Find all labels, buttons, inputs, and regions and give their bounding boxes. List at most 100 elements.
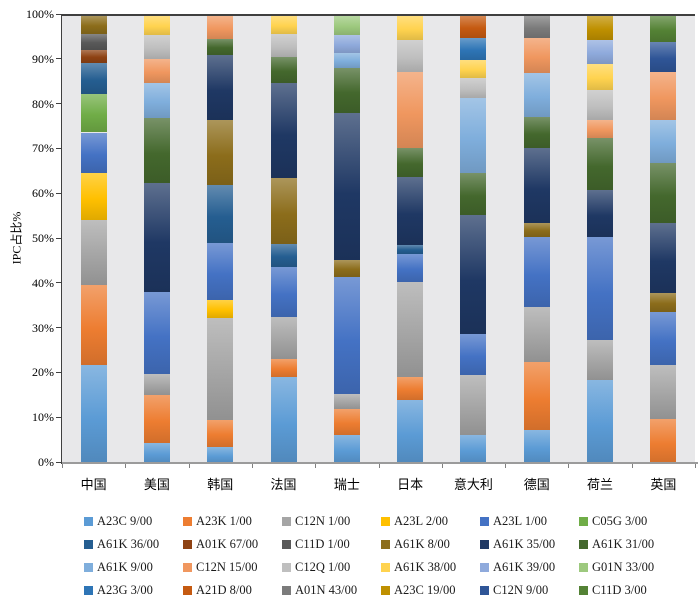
legend-swatch-icon: [183, 517, 192, 526]
segment-c12n-1-00-uk: [650, 365, 677, 419]
bar-switzerland: [333, 16, 360, 464]
segment-a23k-1-00-switzerland: [333, 408, 360, 436]
x-category-label-china: 中国: [80, 477, 107, 492]
y-tick: [56, 371, 61, 373]
legend-label: A61K 39/00: [493, 560, 556, 574]
segment-a23c-9-00-germany: [523, 430, 550, 464]
segment-a23k-1-00-uk: [650, 418, 677, 464]
legend-swatch-icon: [183, 540, 192, 549]
bar-korea: [207, 16, 234, 464]
segment-c12n-15-00-korea: [207, 16, 234, 40]
x-tick: [568, 464, 570, 468]
legend-item-a61k-8-00: A61K 8/00: [381, 538, 480, 551]
segment-a23l-1-00-china: [80, 132, 107, 173]
segment-a61k-31-00-italy: [460, 173, 487, 215]
legend-label: A23L 2/00: [394, 514, 449, 528]
segment-c05g-3-00-china: [80, 94, 107, 133]
segment-a61k-36-00-korea: [207, 184, 234, 244]
segment-a23l-1-00-france: [270, 266, 297, 318]
segment-a23c-9-00-france: [270, 377, 297, 464]
legend-item-a23g-3-00: A23G 3/00: [84, 584, 183, 597]
legend-item-c12n-9-00: C12N 9/00: [480, 584, 579, 597]
y-tick-label: 0%: [38, 455, 54, 469]
y-tick: [56, 282, 61, 284]
x-tick: [441, 464, 443, 468]
segment-c12n-1-00-japan: [397, 282, 424, 378]
legend-item-c05g-3-00: C05G 3/00: [579, 515, 678, 528]
x-category-label-japan: 日本: [397, 477, 424, 492]
segment-a61k-35-00-japan: [397, 176, 424, 246]
y-tick: [56, 416, 61, 418]
segment-c12n-15-00-japan: [397, 71, 424, 149]
legend-swatch-icon: [579, 517, 588, 526]
legend-label: C12N 9/00: [493, 583, 549, 597]
segment-a61k-31-00-japan: [397, 148, 424, 177]
y-tick: [56, 103, 61, 105]
legend-item-a23l-2-00: A23L 2/00: [381, 515, 480, 528]
bar-france: [270, 16, 297, 464]
y-tick-label: 30%: [32, 320, 54, 335]
legend-label: A23K 1/00: [196, 514, 252, 528]
segment-a61k-31-00-netherlands: [587, 138, 614, 190]
segment-a23l-2-00-korea: [207, 300, 234, 319]
segment-c11d-1-00-china: [80, 33, 107, 50]
x-category-label-netherlands: 荷兰: [587, 477, 614, 492]
legend-item-a61k-31-00: A61K 31/00: [579, 538, 678, 551]
bar-usa: [143, 16, 170, 464]
segment-a61k-36-00-japan: [397, 245, 424, 254]
segment-c12n-15-00-uk: [650, 71, 677, 120]
x-category-label-germany: 德国: [523, 477, 550, 492]
legend-item-a23l-1-00: A23L 1/00: [480, 515, 579, 528]
segment-a23c-9-00-japan: [397, 400, 424, 464]
legend-label: C12N 1/00: [295, 514, 351, 528]
segment-a23c-9-00-korea: [207, 446, 234, 464]
segment-a61k-38-00-italy: [460, 59, 487, 79]
segment-a23c-9-00-netherlands: [587, 380, 614, 464]
segment-a23g-3-00-italy: [460, 38, 487, 60]
segment-c12n-1-00-switzerland: [333, 393, 360, 409]
x-tick: [62, 464, 63, 468]
segment-a61k-8-00-uk: [650, 292, 677, 313]
segment-a23c-9-00-usa: [143, 443, 170, 464]
segment-a61k-36-00-france: [270, 243, 297, 267]
segment-a61k-8-00-korea: [207, 119, 234, 185]
segment-a23k-1-00-usa: [143, 395, 170, 444]
legend-item-a61k-38-00: A61K 38/00: [381, 561, 480, 574]
legend-swatch-icon: [381, 540, 390, 549]
segment-a61k-35-00-korea: [207, 54, 234, 120]
legend-swatch-icon: [480, 517, 489, 526]
legend-item-a01n-43-00: A01N 43/00: [282, 584, 381, 597]
legend-swatch-icon: [282, 540, 291, 549]
legend-swatch-icon: [183, 563, 192, 572]
legend-item-c12q-1-00: C12Q 1/00: [282, 561, 381, 574]
legend-item-c11d-1-00: C11D 1/00: [282, 538, 381, 551]
segment-a61k-9-00-switzerland: [333, 53, 360, 69]
x-tick: [188, 464, 190, 468]
legend-label: A61K 9/00: [97, 560, 153, 574]
x-tick: [315, 464, 317, 468]
segment-c12q-1-00-france: [270, 33, 297, 57]
segment-a61k-9-00-germany: [523, 73, 550, 117]
x-tick: [251, 464, 253, 468]
segment-c12q-1-00-usa: [143, 34, 170, 59]
x-tick: [695, 464, 696, 468]
x-tick: [378, 464, 380, 468]
segment-a61k-9-00-italy: [460, 98, 487, 174]
segment-a61k-38-00-japan: [397, 16, 424, 41]
legend-label: C05G 3/00: [592, 514, 648, 528]
segment-a61k-31-00-germany: [523, 116, 550, 149]
segment-a23l-1-00-uk: [650, 312, 677, 366]
segment-a23l-1-00-usa: [143, 291, 170, 374]
segment-a23k-1-00-japan: [397, 377, 424, 401]
x-axis-line: [62, 462, 698, 464]
segment-a61k-31-00-switzerland: [333, 68, 360, 114]
x-category-label-uk: 英国: [650, 477, 677, 492]
segment-a23k-1-00-china: [80, 284, 107, 366]
legend-swatch-icon: [381, 586, 390, 595]
bar-japan: [397, 16, 424, 464]
legend: A23C 9/00 A23K 1/00 C12N 1/00 A23L 2/00 A23L…: [84, 515, 684, 597]
bar-uk: [650, 16, 677, 464]
x-tick: [505, 464, 507, 468]
legend-item-a01k-67-00: A01K 67/00: [183, 538, 282, 551]
